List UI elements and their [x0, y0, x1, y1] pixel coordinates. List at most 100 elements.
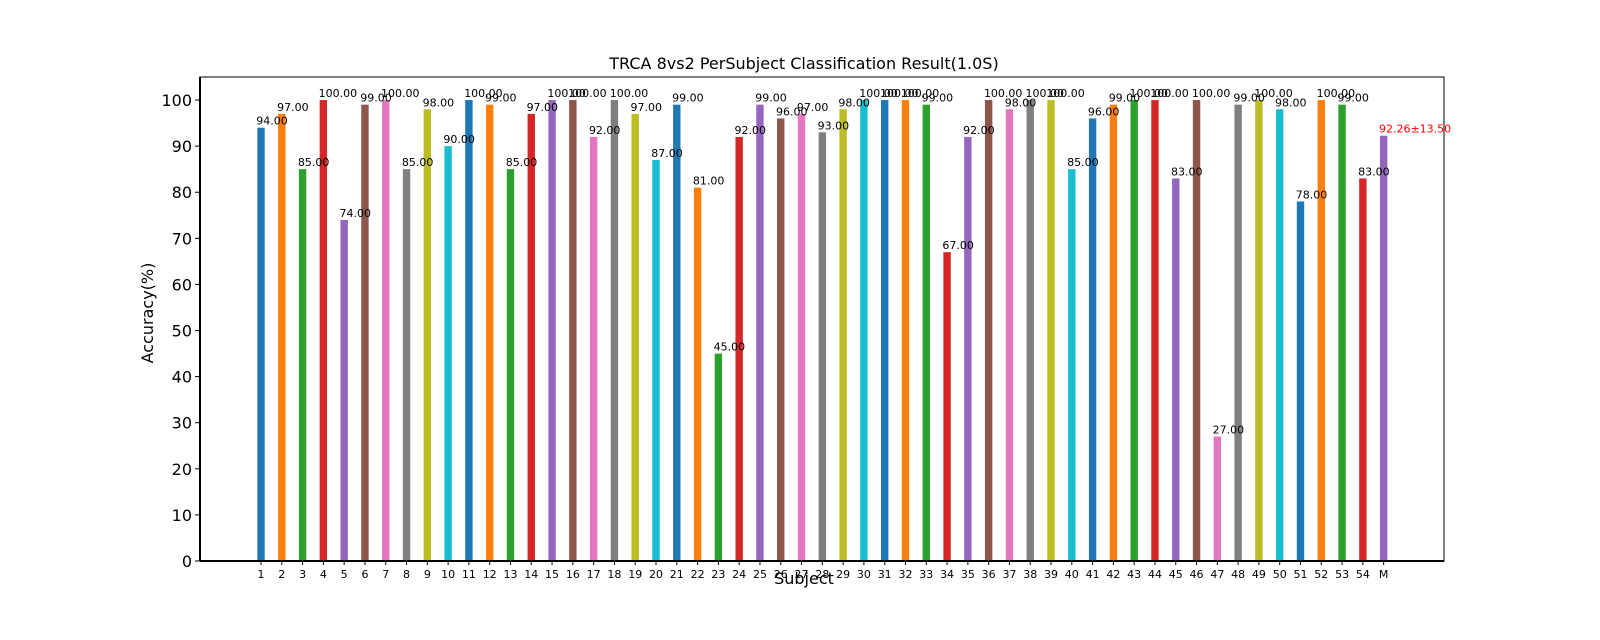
- bar-subject-36: [984, 100, 993, 562]
- x-tick-label: 44: [1148, 568, 1162, 581]
- bar-data-label: 98.00: [1275, 96, 1307, 109]
- x-tick-label: 41: [1086, 568, 1100, 581]
- bar-data-label: 93.00: [818, 119, 850, 132]
- bar-data-label: 99.00: [1337, 92, 1369, 105]
- bar-subject-18: [610, 100, 619, 562]
- bar-subject-1: [257, 127, 265, 561]
- x-tick-label: 18: [607, 568, 621, 581]
- bar-subject-26: [777, 118, 785, 562]
- bar-data-label: 98.00: [1005, 96, 1037, 109]
- bar-subject-40: [1068, 169, 1076, 561]
- x-tick-label: 38: [1023, 568, 1037, 581]
- x-tick-label: 6: [361, 568, 368, 581]
- bar-data-label: 97.00: [797, 101, 829, 114]
- x-tick-label: 26: [774, 568, 788, 581]
- x-tick-label: 24: [732, 568, 746, 581]
- bar-subject-11: [465, 100, 473, 562]
- y-tick-label: 10: [172, 506, 192, 525]
- x-tick-label: 39: [1044, 568, 1058, 581]
- bar-subject-13: [506, 169, 515, 561]
- x-tick-label: 12: [483, 568, 497, 581]
- x-tick-label: 34: [940, 568, 954, 581]
- y-axis-label: Accuracy(%): [138, 263, 157, 364]
- bar-subject-51: [1296, 201, 1305, 561]
- chart-title: TRCA 8vs2 PerSubject Classification Resu…: [608, 54, 998, 73]
- bar-data-label: 74.00: [339, 207, 371, 220]
- x-tick-label: 10: [441, 568, 455, 581]
- x-tick-label: 36: [982, 568, 996, 581]
- x-tick-label: 20: [649, 568, 663, 581]
- bar-data-label: 99.00: [922, 92, 954, 105]
- x-tick-label: 4: [320, 568, 327, 581]
- bar-data-label: 85.00: [506, 156, 538, 169]
- x-tick-label: 27: [795, 568, 809, 581]
- x-tick-label: 19: [628, 568, 642, 581]
- bar-data-label: 100.00: [381, 87, 420, 100]
- bar-mean: [1379, 135, 1388, 562]
- x-tick-label: 43: [1127, 568, 1141, 581]
- x-tick-label: 13: [503, 568, 517, 581]
- x-tick-label: 14: [524, 568, 538, 581]
- bar-data-label: 99.00: [672, 92, 704, 105]
- bar-data-label: 100.00: [1150, 87, 1189, 100]
- x-tick-label: 45: [1169, 568, 1183, 581]
- bar-subject-37: [1005, 109, 1014, 562]
- bar-data-label: 85.00: [1067, 156, 1099, 169]
- bar-subject-42: [1109, 104, 1118, 561]
- bar-data-label: 98.00: [423, 96, 455, 109]
- bar-subject-39: [1047, 100, 1055, 562]
- bar-subject-12: [485, 104, 494, 561]
- bar-subject-48: [1234, 104, 1242, 561]
- x-tick-label: M: [1379, 568, 1389, 581]
- x-tick-label: 49: [1252, 568, 1266, 581]
- x-tick-label: 21: [670, 568, 684, 581]
- bar-data-label: 90.00: [443, 133, 475, 146]
- y-ticks-group: 0 10 20 30 40 50 60 70 80 90 100: [161, 91, 200, 571]
- y-tick-label: 40: [172, 368, 192, 387]
- x-tick-label: 5: [341, 568, 348, 581]
- x-tick-label: 9: [424, 568, 431, 581]
- bar-data-label: 100.00: [1026, 87, 1065, 100]
- bar-subject-7: [382, 100, 390, 562]
- mean-data-label: 92.26±13.50: [1379, 123, 1451, 136]
- bar-subject-53: [1338, 104, 1346, 561]
- bar-data-label: 100.00: [901, 87, 940, 100]
- x-ticks-group: 1 2 3 4 5 6 7 8 9 10 11 12 13 14 15 16 17 18 19 20 21 22 23 24 2…: [258, 561, 1389, 581]
- bar-data-label: 99.00: [360, 92, 392, 105]
- bar-data-label: 92.00: [734, 124, 766, 137]
- x-tick-label: 51: [1294, 568, 1308, 581]
- y-tick-label: 90: [172, 137, 192, 156]
- bar-data-label: 94.00: [256, 115, 288, 128]
- x-tick-label: 50: [1273, 568, 1287, 581]
- bar-data-label: 81.00: [693, 175, 725, 188]
- y-tick-label: 80: [172, 183, 192, 202]
- bar-subject-38: [1026, 100, 1034, 562]
- x-tick-label: 30: [857, 568, 871, 581]
- bar-subject-27: [797, 113, 806, 561]
- x-tick-label: 42: [1106, 568, 1120, 581]
- y-tick-label: 100: [161, 91, 192, 110]
- bar-data-label: 45.00: [714, 341, 746, 354]
- bar-data-label: 100.00: [610, 87, 649, 100]
- bar-data-label: 97.00: [527, 101, 559, 114]
- y-tick-label: 20: [172, 460, 192, 479]
- bar-subject-49: [1255, 100, 1263, 562]
- x-tick-label: 7: [382, 568, 389, 581]
- bar-data-label: 27.00: [1213, 424, 1245, 437]
- x-tick-label: 48: [1231, 568, 1245, 581]
- bar-subject-2: [278, 113, 286, 561]
- bar-data-label: 96.00: [1088, 105, 1120, 118]
- bar-data-label: 100.00: [859, 87, 898, 100]
- bar-subject-30: [860, 100, 868, 562]
- bar-subject-16: [569, 100, 577, 562]
- x-tick-label: 16: [566, 568, 580, 581]
- bar-subject-52: [1317, 100, 1325, 562]
- x-axis-label: Subject: [774, 569, 834, 588]
- bar-subject-41: [1088, 118, 1097, 562]
- x-tick-label: 46: [1190, 568, 1204, 581]
- bar-subject-10: [444, 146, 452, 561]
- x-tick-label: 40: [1065, 568, 1079, 581]
- bar-data-label: 83.00: [1171, 165, 1203, 178]
- bars-group: [257, 100, 1388, 562]
